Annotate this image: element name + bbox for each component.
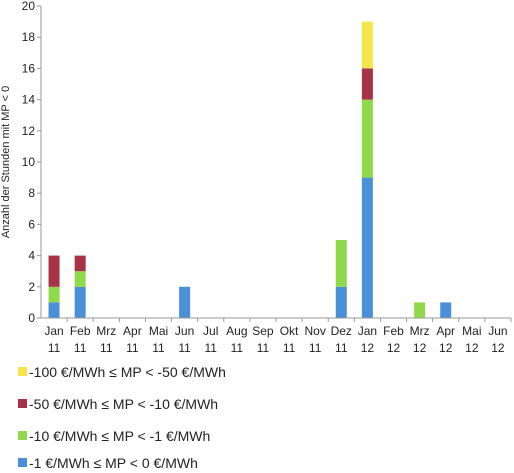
x-tick-label: Feb xyxy=(70,324,91,338)
y-tick-label: 6 xyxy=(28,217,35,231)
x-tick-label: 11 xyxy=(231,341,244,355)
bar-segment xyxy=(74,286,86,318)
x-tick-label: Apr xyxy=(436,324,455,338)
x-tick-label: Aug xyxy=(226,324,247,338)
y-tick-label: 14 xyxy=(22,93,36,107)
bars xyxy=(48,21,452,318)
x-tick-label: 12 xyxy=(413,341,427,355)
bar-segment xyxy=(48,286,60,303)
bar-segment xyxy=(335,286,347,318)
legend-label: -50 €/MWh ≤ MP < -10 €/MWh xyxy=(29,396,219,412)
bar-segment xyxy=(414,302,426,318)
x-tick-label: Nov xyxy=(304,324,325,338)
x-tick-label: 12 xyxy=(361,341,375,355)
bar-segment xyxy=(74,271,86,287)
x-tick-label: Mai xyxy=(462,324,481,338)
y-tick-label: 10 xyxy=(22,155,36,169)
x-tick-label: 11 xyxy=(309,341,322,355)
bar-segment xyxy=(361,68,373,100)
y-tick-label: 8 xyxy=(28,186,35,200)
legend-swatch xyxy=(18,431,27,440)
bar-segment xyxy=(179,286,191,318)
x-tick-label: Feb xyxy=(383,324,404,338)
x-tick-label: 11 xyxy=(204,341,217,355)
legend-label: -1 €/MWh ≤ MP < 0 €/MWh xyxy=(29,455,198,471)
y-tick-label: 12 xyxy=(22,124,36,138)
bar-segment xyxy=(361,177,373,318)
x-tick-label: Jan xyxy=(44,324,63,338)
legend-swatch xyxy=(18,367,27,376)
legend-label: -100 €/MWh ≤ MP < -50 €/MWh xyxy=(29,364,226,380)
x-tick-label: 11 xyxy=(48,341,61,355)
x-tick-label: Jun xyxy=(175,324,194,338)
legend-label: -10 €/MWh ≤ MP < -1 €/MWh xyxy=(29,428,211,444)
x-tick-label: 12 xyxy=(491,341,505,355)
x-tick-label: Mrz xyxy=(410,324,430,338)
legend-swatch xyxy=(18,399,27,408)
bar-segment xyxy=(74,255,86,272)
y-tick-label: 18 xyxy=(22,30,36,44)
x-tick-label: 11 xyxy=(100,341,113,355)
bar-segment xyxy=(48,302,60,318)
bar-segment xyxy=(48,255,60,287)
x-tick-label: Apr xyxy=(123,324,142,338)
x-tick-label: 11 xyxy=(178,341,191,355)
x-tick-label: 11 xyxy=(283,341,296,355)
x-tick-label: Jan xyxy=(358,324,377,338)
x-tick-label: 11 xyxy=(126,341,139,355)
stacked-bar-chart: 0 2 4 6 8 10 12 14 16 18 20 Jan 11 Feb 11 Mrz 11 Apr 11 Ma… xyxy=(0,0,512,355)
x-tick-label: Mrz xyxy=(96,324,116,338)
bar-segment xyxy=(440,302,452,318)
y-tick-label: 0 xyxy=(28,311,35,325)
y-tick-label: 2 xyxy=(28,280,35,294)
x-tick-label: 11 xyxy=(335,341,348,355)
y-axis-label: Anzahl der Stunden mit MP < 0 xyxy=(0,86,12,238)
x-axis: Jan 11 Feb 11 Mrz 11 Apr 11 Mai 11 Jun 11 Jul 11 Aug 11… xyxy=(41,317,512,355)
x-tick-label: Mai xyxy=(149,324,168,338)
y-tick-label: 16 xyxy=(22,61,36,75)
x-tick-label: 12 xyxy=(439,341,453,355)
x-tick-label: 11 xyxy=(74,341,87,355)
y-axis: 0 2 4 6 8 10 12 14 16 18 20 xyxy=(22,0,42,325)
x-tick-label: Dez xyxy=(331,324,352,338)
x-tick-label: Okt xyxy=(280,324,299,338)
x-tick-label: Jun xyxy=(488,324,507,338)
x-tick-label: 11 xyxy=(257,341,270,355)
bar-segment xyxy=(335,240,347,287)
x-tick-label: 12 xyxy=(465,341,479,355)
y-tick-label: 20 xyxy=(22,0,36,13)
legend-swatch xyxy=(18,458,27,467)
bar-segment xyxy=(361,21,373,69)
y-tick-label: 4 xyxy=(28,249,35,263)
x-tick-label: 11 xyxy=(152,341,165,355)
x-tick-label: Sep xyxy=(252,324,274,338)
x-tick-label: Jul xyxy=(203,324,218,338)
x-tick-label: 12 xyxy=(387,341,401,355)
bar-segment xyxy=(361,99,373,178)
